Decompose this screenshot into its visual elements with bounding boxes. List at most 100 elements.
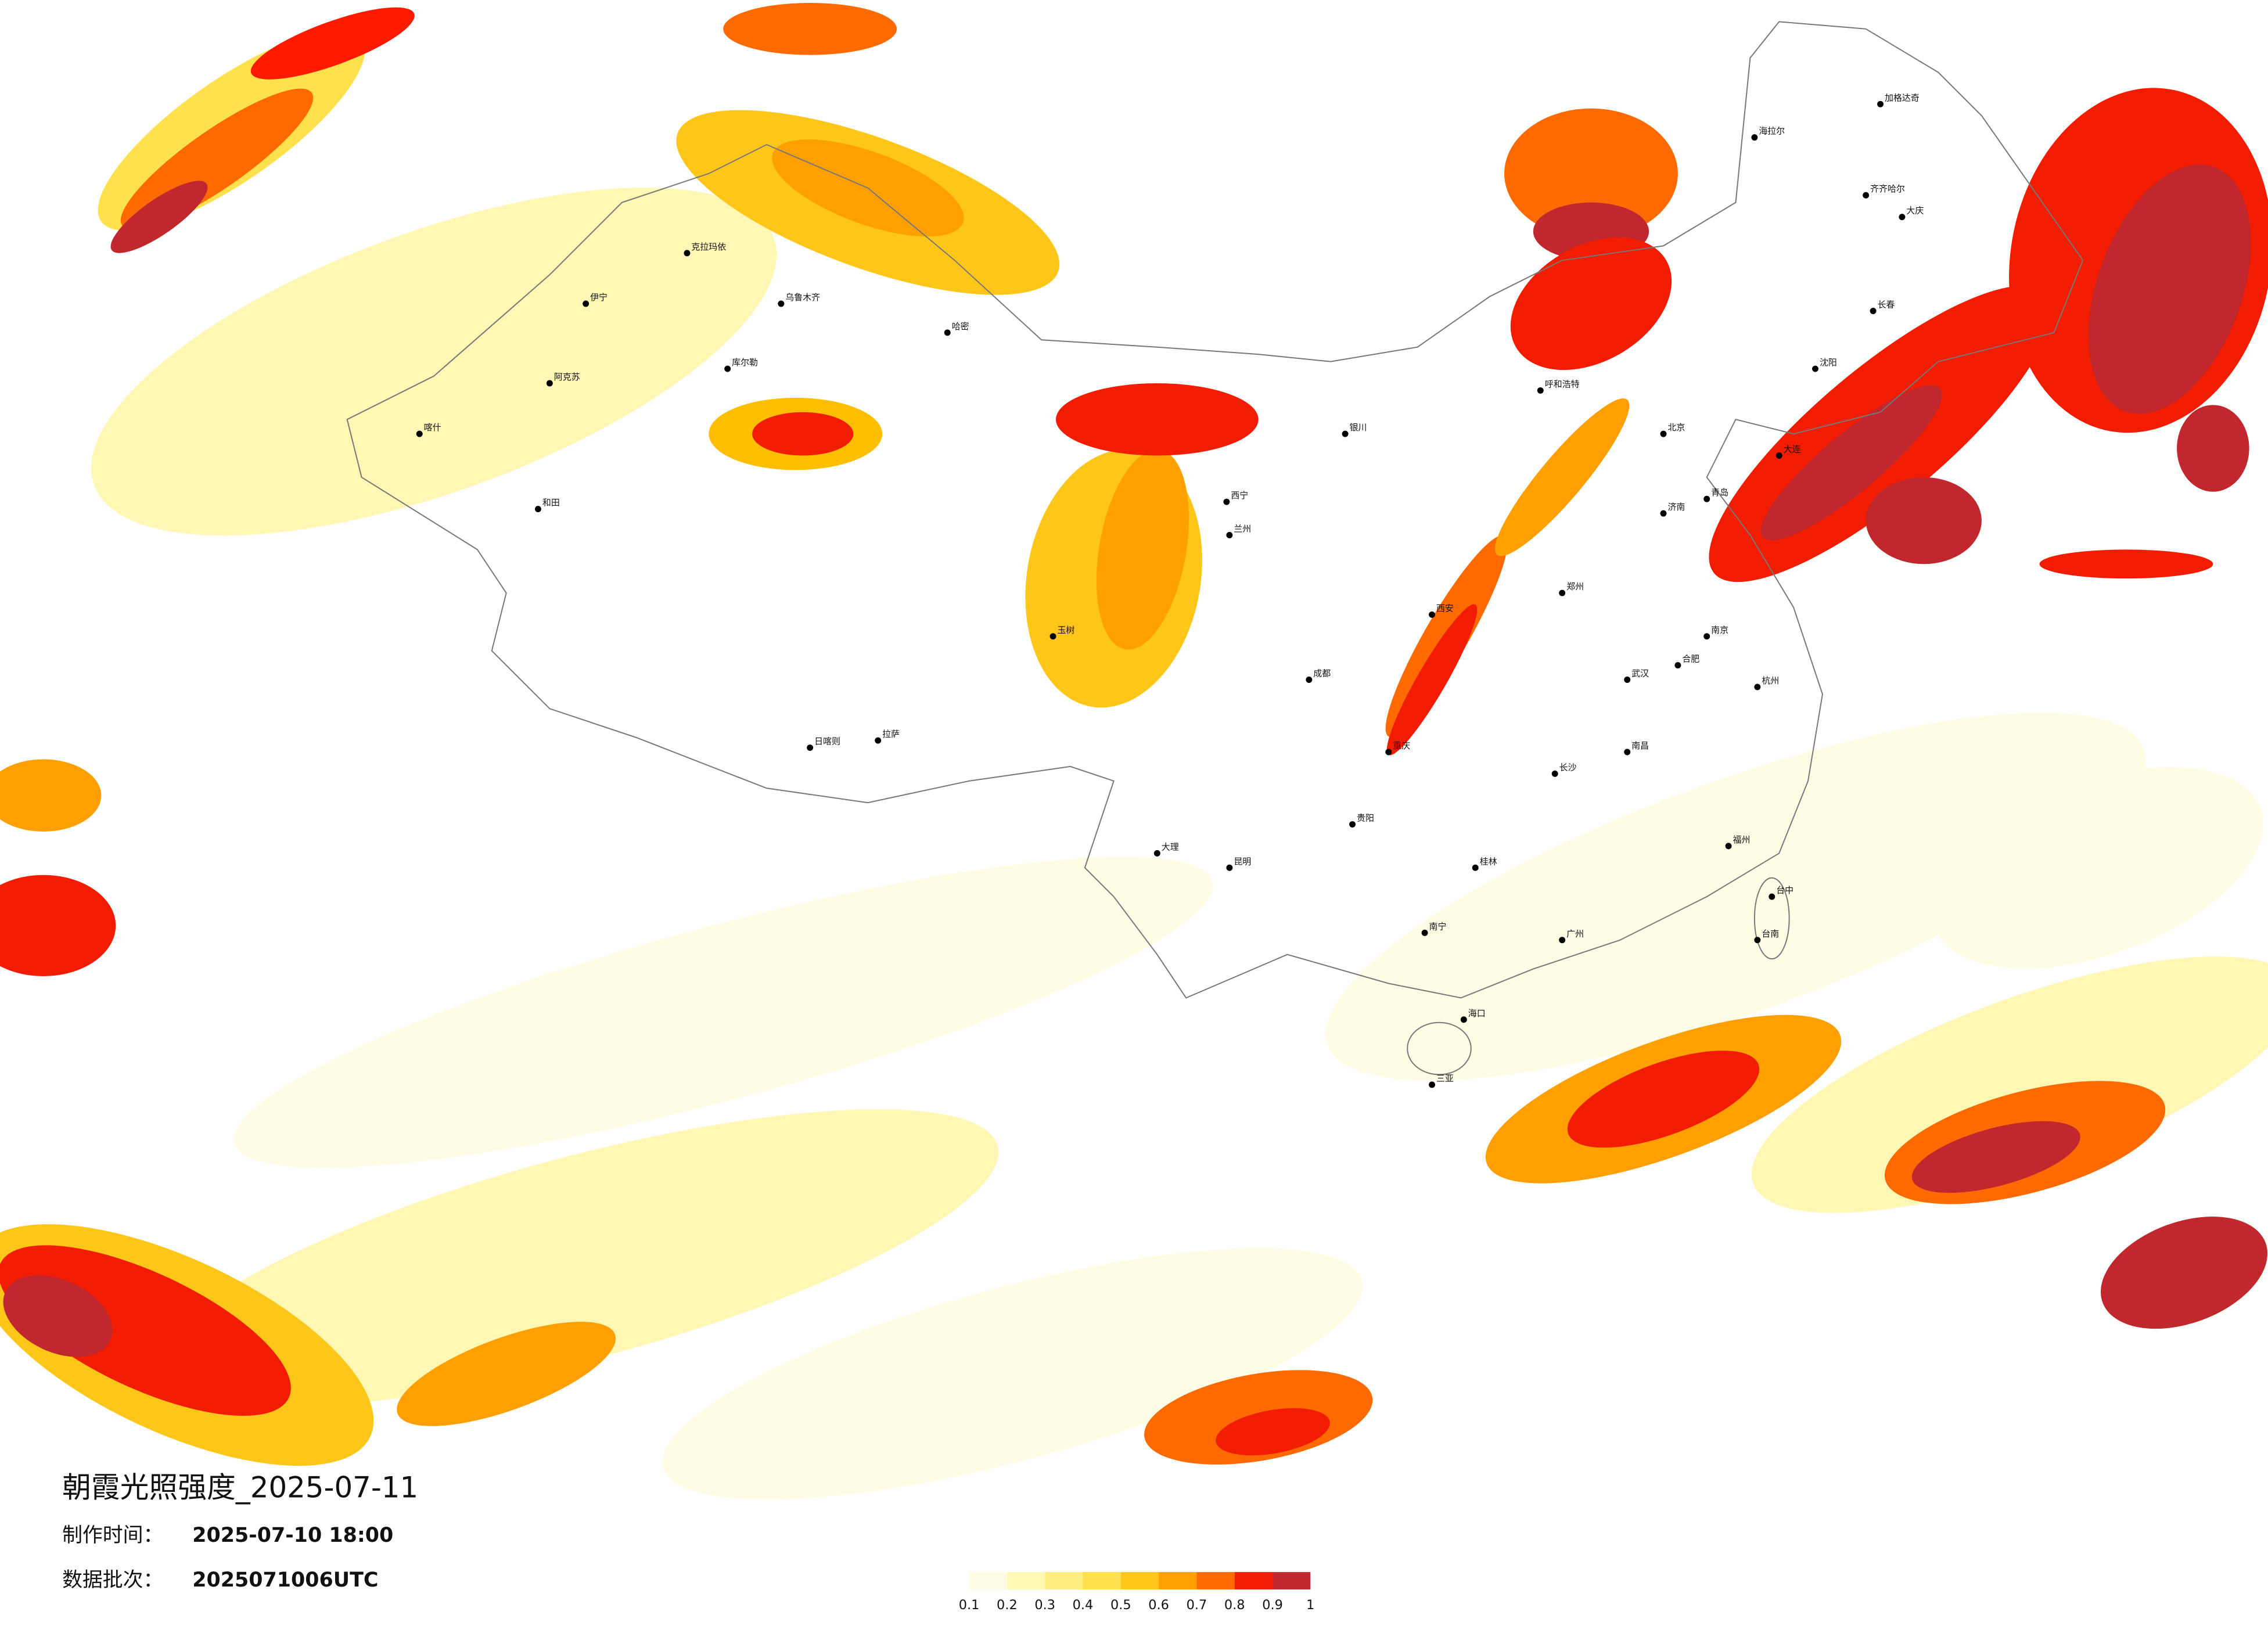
city-dot [1899,214,1906,221]
city-label: 加格达奇 [1885,92,1920,103]
intensity-patch [159,1109,999,1408]
intensity-patch [1386,604,1478,756]
city-label: 昆明 [1234,856,1251,866]
city-dot [1049,633,1056,640]
city-label: 库尔勒 [732,357,758,368]
city-dot [1226,864,1233,871]
city-dot [1349,821,1356,828]
intensity-patch [1504,108,1678,239]
legend-swatch [1273,1572,1311,1589]
intensity-patch [110,181,208,253]
legend-tick-label: 0.1 [959,1598,980,1613]
intensity-patch [1866,477,1982,564]
city-dot [1877,100,1884,107]
city-dot [1754,937,1761,944]
taiwan-border [1753,877,1790,960]
intensity-patch [2088,164,2251,414]
city-label: 武汉 [1631,668,1649,679]
city-dot [1226,531,1233,538]
intensity-patch [1216,1408,1330,1456]
map-title: 朝霞光照强度_2025-07-11 [62,1471,418,1505]
legend-swatch [1159,1572,1197,1589]
city-label: 大连 [1784,444,1801,455]
intensity-patch [1751,956,2268,1213]
legend-swatch [969,1572,1007,1589]
intensity-patch [1096,449,1189,650]
intensity-patch [250,7,415,80]
city-label: 银川 [1350,422,1367,433]
city-dot [1537,387,1544,394]
intensity-field [0,2,2268,1500]
intensity-patch [3,1275,113,1357]
city-label: 西安 [1436,603,1454,613]
city-dot [1472,864,1479,871]
city-label: 台中 [1776,885,1793,895]
intensity-patch [1931,767,2263,969]
city-dot [1624,749,1631,756]
city-dot [1153,850,1160,857]
batch-label: 数据批次： [62,1569,163,1592]
city-dot [534,506,541,513]
city-dot [1559,937,1566,944]
city-label: 桂林 [1480,856,1497,866]
city-dot [1754,684,1761,690]
city-dot [1703,495,1710,502]
city-label: 和田 [542,498,560,508]
country-outline [346,21,2084,1075]
city-label: 台南 [1762,929,1779,939]
city-label: 南宁 [1429,921,1447,931]
city-label: 克拉玛依 [691,242,726,252]
legend-swatch [1045,1572,1083,1589]
city-dot [778,300,785,307]
city-dot [807,744,814,751]
intensity-patch [397,1322,616,1426]
city-label: 伊宁 [590,292,608,303]
city-label: 哈密 [952,321,969,332]
intensity-patch [2177,405,2249,492]
legend-tick-label: 0.7 [1187,1598,1207,1613]
intensity-patch [0,759,102,832]
legend-tick-label: 0.8 [1224,1598,1245,1613]
intensity-patch [91,188,777,536]
intensity-patch [233,857,1213,1168]
city-label: 齐齐哈尔 [1870,184,1905,194]
city-label: 日喀则 [814,736,840,747]
city-dot [1429,611,1436,618]
legend-tick-label: 0.2 [997,1598,1018,1613]
city-label: 乌鲁木齐 [785,292,820,303]
city-dot [546,380,553,387]
legend-swatch [1196,1572,1235,1589]
city-label: 呼和浩特 [1545,379,1580,389]
city-dot [1775,452,1782,459]
mainland-border [346,21,2084,999]
intensity-patch [752,412,854,456]
city-dot [1385,749,1392,756]
city-dot [1660,510,1667,517]
city-dot [724,365,731,372]
intensity-patch [0,875,116,977]
city-label: 长春 [1878,299,1895,310]
legend-swatch [1083,1572,1121,1589]
legend-tick-label: 0.3 [1034,1598,1055,1613]
city-dot [1306,677,1313,683]
city-dot [583,300,590,307]
city-label: 郑州 [1566,581,1584,592]
city-label: 南京 [1711,625,1728,635]
city-label: 福州 [1733,834,1751,845]
city-dot [1551,770,1558,777]
intensity-patch [1911,1121,2080,1193]
city-label: 兰州 [1234,524,1251,534]
city-label: 合肥 [1682,654,1699,664]
legend-tick-label: 0.5 [1110,1598,1131,1613]
city-label: 贵阳 [1357,813,1374,823]
city-label: 大理 [1162,841,1179,852]
production-time-label: 制作时间： [62,1524,163,1547]
city-label: 杭州 [1762,675,1779,686]
city-dot [1751,134,1758,141]
intensity-patch [723,2,897,55]
intensity-patch [662,1248,1363,1500]
city-label: 西宁 [1231,490,1248,501]
city-dot [1725,843,1732,850]
